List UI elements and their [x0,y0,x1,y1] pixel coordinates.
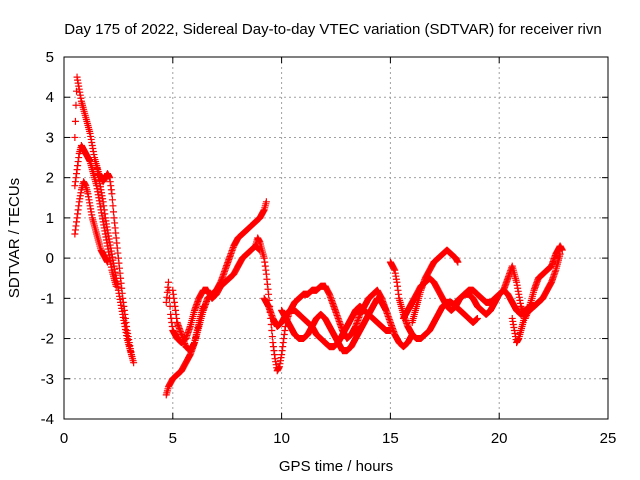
arc-7-point [199,302,207,310]
arc-2-point [112,282,120,290]
plot-frame [63,56,609,420]
y-tick-label: 1 [46,210,54,227]
arc-16-point [558,246,566,254]
arc-7-series [169,286,207,355]
arc-5-series [162,198,270,399]
axis-ticks: 0 5 10 15 20 25 -4 -3 -2 -1 0 1 2 3 4 5 [41,49,617,447]
arc-1-point [72,101,80,109]
arc-8-series [251,234,329,375]
arc-4-point [127,351,135,359]
arc-8-point [268,333,276,341]
arc-1-point [130,359,138,367]
arc-12-point [473,314,481,322]
y-tick-label: -1 [41,290,54,307]
x-tick-label: 15 [382,430,399,447]
x-tick-label: 25 [600,430,617,447]
x-tick-label: 0 [60,430,68,447]
arc-11-point [382,306,390,314]
y-tick-label: -3 [41,371,54,388]
arc-1-point [71,117,79,125]
y-tick-label: -2 [41,331,54,348]
arc-8-point [268,327,276,335]
y-tick-label: 5 [46,49,54,66]
arc-3-point [104,258,112,266]
x-tick-label: 20 [491,430,508,447]
arc-10-series [278,294,416,355]
x-tick-label: 10 [273,430,290,447]
y-tick-label: 2 [46,170,54,187]
arc-1-point [71,133,79,141]
arc-12-series [386,258,481,343]
arc-6-point [164,278,172,286]
y-tick-label: 4 [46,89,54,106]
y-axis-label: SDTVAR / TECUs [6,178,23,298]
chart-title: Day 175 of 2022, Sidereal Day-to-day VTE… [64,21,601,38]
arc-4-point [108,190,116,198]
arc-14-series [408,246,462,326]
arc-4-series [93,162,135,359]
arc-11-series [321,282,390,343]
grid-lines [64,57,608,419]
x-tick-label: 5 [169,430,177,447]
x-axis-label: GPS time / hours [279,458,393,475]
y-tick-label: 3 [46,129,54,146]
arc-8-point [265,290,273,298]
data-points [71,73,566,399]
arc-5-point [262,198,270,206]
y-tick-label: 0 [46,250,54,267]
arc-17-point [539,294,547,302]
arc-3-series [71,178,112,266]
arc-4-point [109,202,117,210]
arc-17-series [508,294,547,347]
y-tick-label: -4 [41,411,54,428]
arc-4-point [108,196,116,204]
arc-14-point [454,258,462,266]
arc-4-point [110,208,118,216]
